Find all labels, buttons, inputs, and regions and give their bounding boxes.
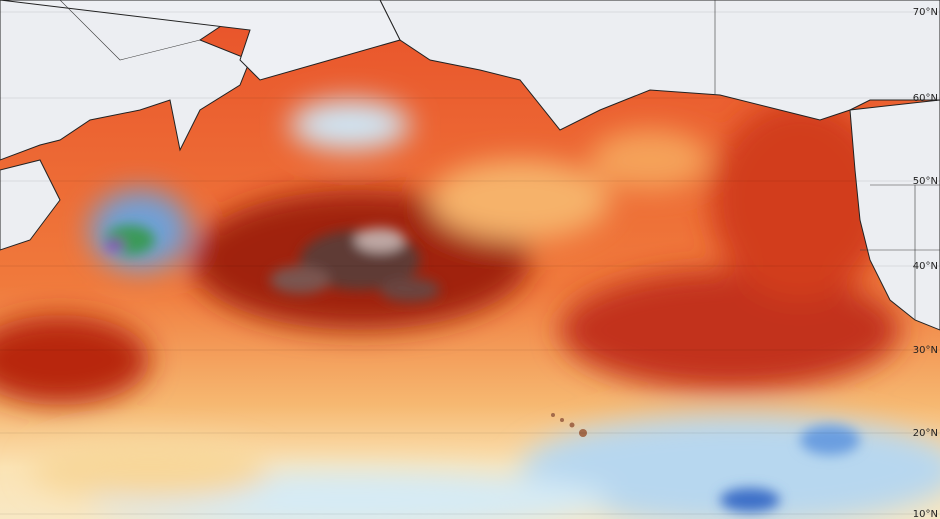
anomaly-detail: [105, 225, 860, 512]
land: [0, 0, 940, 331]
lat-label: 10°N: [913, 509, 938, 519]
lat-label: 20°N: [913, 428, 938, 439]
lat-label: 30°N: [913, 345, 938, 356]
borders: [59, 0, 940, 320]
lat-label: 70°N: [913, 7, 938, 18]
lat-labels: 70°N 60°N 50°N 40°N 30°N 20°N 10°N: [0, 7, 940, 519]
lat-label: 60°N: [913, 93, 938, 104]
hawaii: [551, 413, 587, 437]
lat-label: 40°N: [913, 261, 938, 272]
lat-label: 50°N: [913, 176, 938, 187]
